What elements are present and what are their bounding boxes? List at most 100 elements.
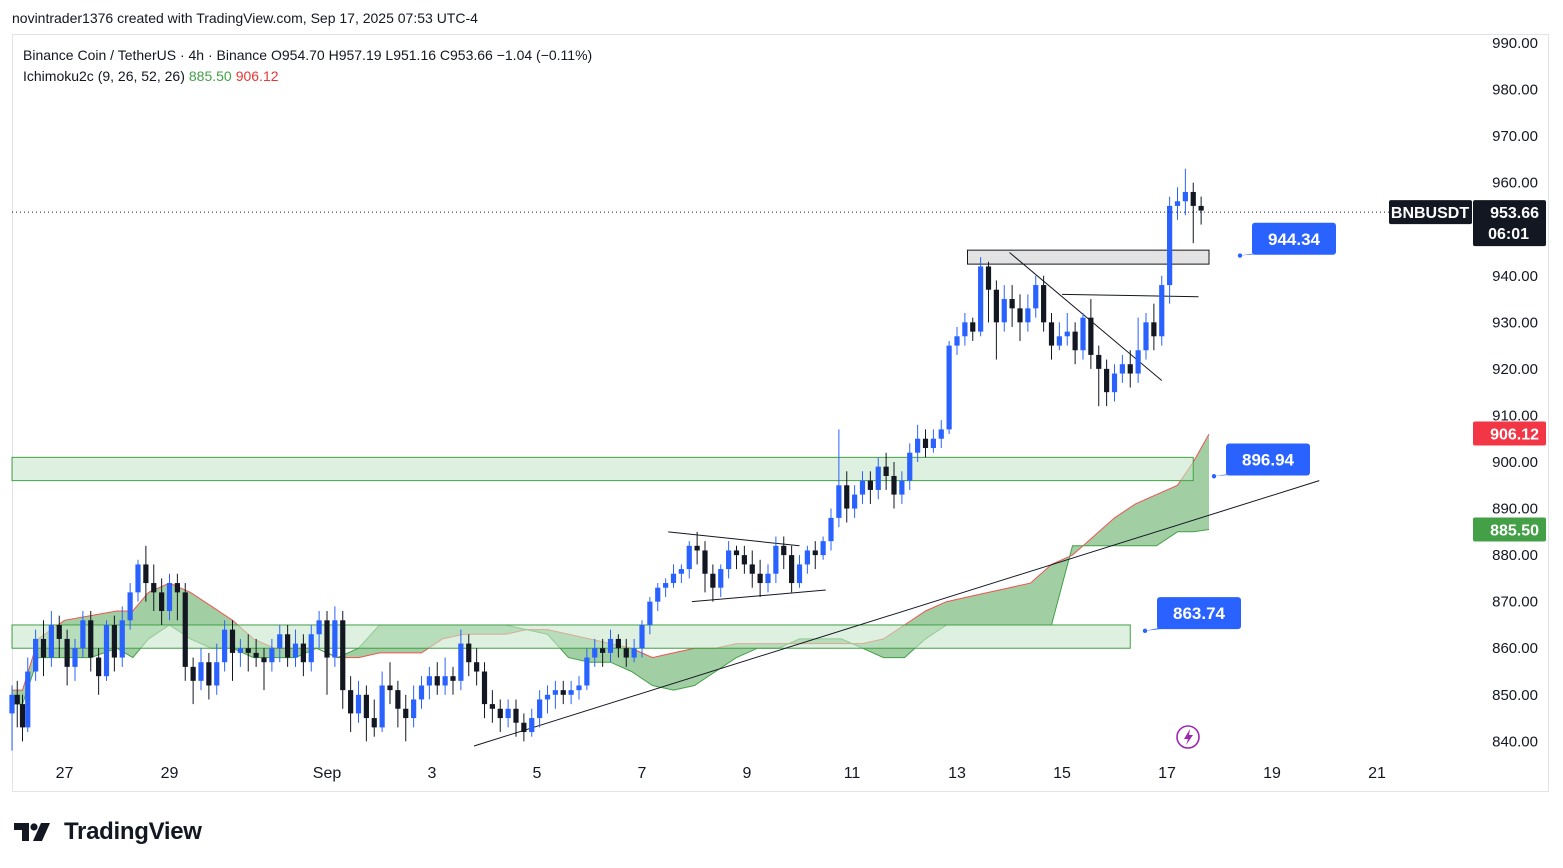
candle-body — [88, 620, 94, 658]
symbol-tag-box — [1389, 200, 1472, 225]
support-resistance-zones — [11, 249, 1210, 649]
callout-text: 896.94 — [1242, 450, 1295, 469]
candle-body — [166, 583, 173, 611]
candle-body — [529, 718, 535, 733]
callout-box — [1157, 597, 1241, 630]
y-tick-label: 890.00 — [1492, 501, 1538, 518]
candle-body — [1048, 322, 1055, 346]
candle-body — [946, 345, 952, 430]
candle-body — [930, 438, 936, 449]
time-axis: 27 29 Sep 3 5 7 9 11 13 15 17 19 21 — [56, 765, 1386, 782]
candle-body — [119, 620, 125, 658]
candle-body — [773, 545, 779, 574]
candle-body — [1143, 322, 1149, 351]
candle-body — [615, 638, 621, 649]
candlesticks — [9, 168, 1204, 751]
candle-body — [14, 694, 20, 705]
trend-line-0 — [473, 480, 1320, 747]
callout-dot — [1211, 474, 1217, 479]
candle-body — [505, 708, 511, 719]
candle-body — [1025, 308, 1031, 323]
candle-body — [749, 564, 755, 574]
callout-text: 863.74 — [1173, 604, 1226, 623]
trend-line-1 — [668, 531, 800, 547]
candle-body — [1198, 205, 1204, 211]
candle-body — [836, 485, 842, 518]
candle-body — [954, 336, 960, 346]
candle-body — [371, 718, 377, 728]
footer-logo[interactable]: TradingView — [14, 818, 202, 846]
candle-body — [80, 620, 86, 649]
candle-body — [277, 634, 283, 649]
symbol-ohlc-line[interactable]: Binance Coin / TetherUS · 4h · Binance O… — [23, 47, 593, 63]
candle-body — [1104, 368, 1110, 393]
trend-line-2 — [691, 589, 826, 603]
candle-body — [663, 583, 669, 588]
candle-body — [466, 643, 472, 663]
zone-0 — [11, 456, 1194, 482]
x-tick-label: 7 — [638, 765, 647, 782]
candle-body — [962, 322, 968, 337]
candle-body — [678, 569, 684, 574]
candle-body — [639, 624, 645, 649]
candle-body — [623, 648, 629, 658]
brand-name: TradingView — [64, 818, 202, 845]
y-tick-label: 880.00 — [1492, 547, 1538, 564]
candle-body — [103, 624, 110, 677]
candle-body — [96, 657, 102, 677]
author-credit: novintrader1376 created with TradingView… — [12, 10, 478, 26]
candle-body — [899, 480, 905, 495]
callout-944.34: 944.34 — [1237, 222, 1336, 258]
candle-body — [922, 438, 929, 449]
candle-body — [481, 671, 488, 705]
candle-body — [198, 662, 204, 681]
y-tick-label: 840.00 — [1492, 733, 1538, 750]
chart-frame — [12, 34, 1549, 792]
candle-body — [403, 708, 409, 719]
candle-body — [741, 555, 747, 565]
candle-body — [568, 690, 574, 695]
candle-body — [993, 289, 999, 323]
candle-body — [143, 564, 149, 584]
candle-body — [1159, 285, 1165, 337]
x-tick-label: Sep — [313, 765, 342, 782]
candle-body — [938, 429, 944, 439]
price-tags: 953.66 06:01 BNBUSDT 906.12 885.50 — [1389, 200, 1546, 542]
candle-body — [206, 662, 212, 686]
trend-line-4 — [1061, 293, 1199, 298]
candle-body — [812, 550, 818, 556]
price-tag-countdown: 06:01 — [1488, 226, 1529, 243]
callout-dot — [1237, 253, 1243, 258]
candle-body — [852, 494, 858, 509]
x-tick-label: 19 — [1263, 765, 1281, 782]
candle-body — [1041, 285, 1047, 323]
candle-body — [907, 452, 913, 481]
candle-body — [1080, 317, 1086, 351]
zone-1 — [11, 624, 1131, 649]
zone-2 — [967, 249, 1210, 265]
price-tag-box — [1473, 517, 1546, 542]
candle-body — [1119, 364, 1125, 374]
candle-body — [544, 694, 551, 700]
candle-body — [285, 634, 291, 658]
y-tick-label: 920.00 — [1492, 361, 1538, 378]
candle-body — [804, 550, 810, 565]
candle-body — [694, 545, 700, 551]
candle-body — [1127, 364, 1133, 374]
candle-body — [434, 676, 440, 686]
candle-body — [489, 704, 495, 709]
candle-body — [1009, 299, 1015, 309]
candle-body — [418, 685, 425, 700]
candle-body — [1135, 350, 1141, 374]
candle-body — [1001, 299, 1007, 323]
candle-body — [25, 671, 31, 728]
y-tick-label: 910.00 — [1492, 407, 1538, 424]
candle-body — [190, 666, 196, 681]
indicator-line[interactable]: Ichimoku2c (9, 26, 52, 26) 885.50 906.12 — [23, 66, 592, 87]
indicator-name: Ichimoku2c (9, 26, 52, 26) — [23, 68, 185, 84]
candle-body — [316, 620, 322, 635]
candle-body — [1088, 317, 1094, 355]
x-tick-label: 21 — [1368, 765, 1386, 782]
candle-body — [796, 564, 803, 584]
